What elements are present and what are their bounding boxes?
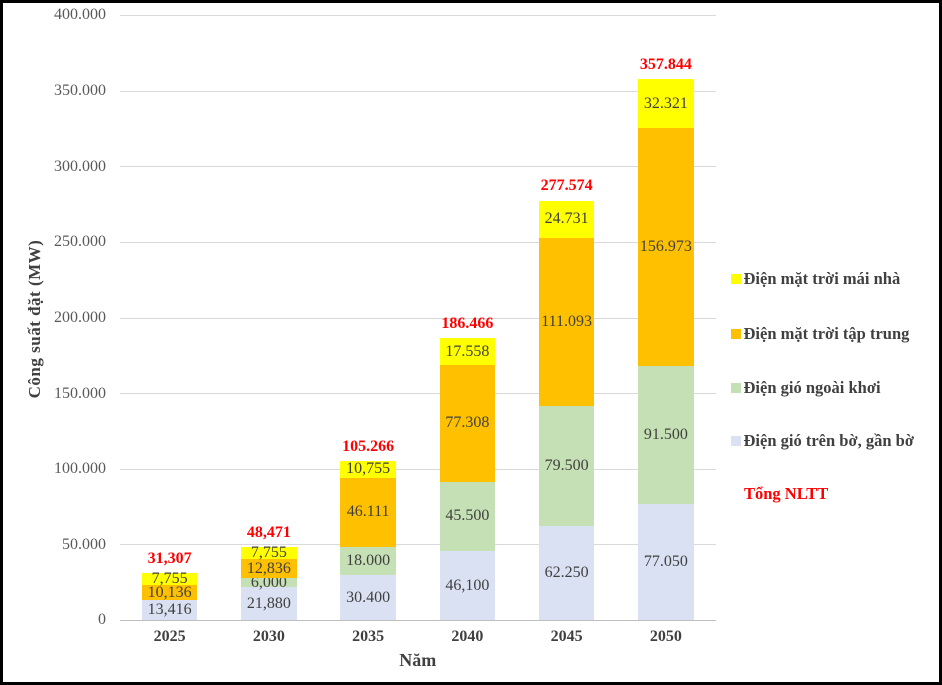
x-axis-category-label: 2040 [451, 628, 484, 646]
bar-segment-label: 13,416 [147, 601, 192, 619]
bar-segment [439, 338, 496, 366]
x-axis-category-label: 2050 [649, 628, 682, 646]
bar-total-label: 105.266 [342, 437, 395, 455]
bar-segment [241, 587, 297, 621]
y-axis-tick-label: 100.000 [54, 460, 106, 478]
bar-segment [538, 406, 595, 527]
legend-swatch [730, 328, 741, 339]
y-axis-tick-label: 250.000 [54, 233, 106, 251]
bar-segment-label: 7,755 [250, 544, 287, 562]
bar-segment [141, 573, 198, 585]
bar-segment-label: 111.093 [541, 313, 593, 331]
gridline [120, 15, 716, 16]
legend-swatch [730, 274, 741, 284]
x-axis-line [120, 620, 716, 621]
bar-segment-label: 46.111 [346, 503, 390, 521]
legend-item: Điện gió ngoài khơi [730, 378, 881, 398]
legend-item: Điện mặt trời mái nhà [730, 269, 901, 289]
legend-label: Điện gió trên bờ, gần bờ [743, 431, 914, 450]
gridline [120, 317, 716, 319]
bar-segment [241, 578, 297, 588]
bar-total-label: 357.844 [639, 55, 692, 73]
x-axis-title: Năm [399, 650, 437, 671]
bar-segment [638, 79, 694, 129]
gridline [120, 241, 716, 243]
bar-segment [241, 547, 297, 559]
y-axis-tick-label: 200.000 [54, 308, 106, 326]
bar-segment [538, 200, 595, 239]
bar-segment [340, 574, 396, 621]
y-axis-tick-label: 400.000 [54, 6, 106, 24]
bar-segment-label: 12,836 [246, 559, 291, 577]
bar-segment-label: 156.973 [639, 237, 692, 255]
bar-segment-label: 91.500 [643, 425, 688, 443]
bar-segment [340, 461, 396, 478]
legend-label: Điện gió ngoài khơi [743, 378, 881, 397]
bar-segment-label: 77.050 [643, 553, 688, 571]
bar-segment-label: 7,755 [151, 570, 188, 587]
gridline [120, 90, 716, 92]
bar-segment [439, 365, 496, 482]
bar-total-label: 277.574 [540, 177, 593, 195]
gridline [120, 393, 716, 395]
bar-segment [241, 558, 297, 579]
bar-segment-label: 30.400 [346, 588, 391, 606]
bar-total-label: 48,471 [246, 523, 291, 541]
bar-segment [538, 238, 595, 407]
legend-item: Điện mặt trời tập trung [730, 323, 910, 344]
bar-segment [340, 477, 396, 548]
bar-segment [141, 600, 198, 621]
y-axis-tick-label: 0 [98, 611, 106, 629]
bar-segment [638, 365, 694, 504]
bar-segment [439, 481, 496, 551]
bar-segment-label: 10,755 [346, 460, 391, 478]
gridline [120, 544, 716, 546]
bar-segment [340, 547, 396, 575]
bar-segment-label: 24.731 [544, 210, 589, 228]
bar-segment-label: 46,100 [445, 576, 490, 594]
y-axis-tick-label: 350.000 [54, 82, 106, 100]
legend-swatch [730, 436, 741, 446]
bar-segment-label: 77.308 [445, 414, 490, 432]
legend-label: Điện mặt trời mái nhà [743, 269, 901, 288]
legend-label: Điện mặt trời tập trung [743, 323, 910, 343]
bar-segment-label: 79.500 [544, 457, 589, 475]
x-axis-category-label: 2035 [352, 628, 385, 646]
bar-segment [538, 526, 595, 621]
bar-segment-label: 62.250 [544, 564, 589, 582]
bar-segment-label: 32.321 [643, 94, 688, 112]
gridline [120, 468, 716, 470]
legend-item: Điện gió trên bờ, gần bờ [730, 431, 914, 451]
y-axis-tick-label: 50.000 [62, 535, 106, 553]
bar-segment-label: 10,136 [147, 583, 192, 601]
x-axis-category-label: 2045 [550, 628, 583, 646]
gridline [120, 166, 716, 168]
bar-segment-label: 18.000 [346, 551, 391, 569]
x-axis-category-label: 2025 [153, 628, 186, 646]
legend-total-label: Tổng NLTT [744, 483, 829, 503]
bar-segment-label: 17.558 [445, 342, 490, 360]
y-axis-tick-label: 300.000 [54, 157, 106, 175]
bar-total-label: 31,307 [147, 549, 192, 567]
bar-total-label: 186.466 [441, 315, 494, 333]
bar-segment [439, 550, 496, 621]
bar-segment-label: 21,880 [246, 594, 291, 612]
legend-swatch [730, 383, 741, 393]
bar-segment [141, 584, 198, 601]
y-axis-tick-label: 150.000 [54, 384, 106, 402]
bar-segment-label: 45.500 [445, 507, 490, 525]
x-axis-category-label: 2030 [252, 628, 285, 646]
bar-segment [638, 128, 694, 366]
bar-segment [638, 503, 694, 621]
y-axis-title: Công suất đặt (MW) [25, 239, 44, 398]
